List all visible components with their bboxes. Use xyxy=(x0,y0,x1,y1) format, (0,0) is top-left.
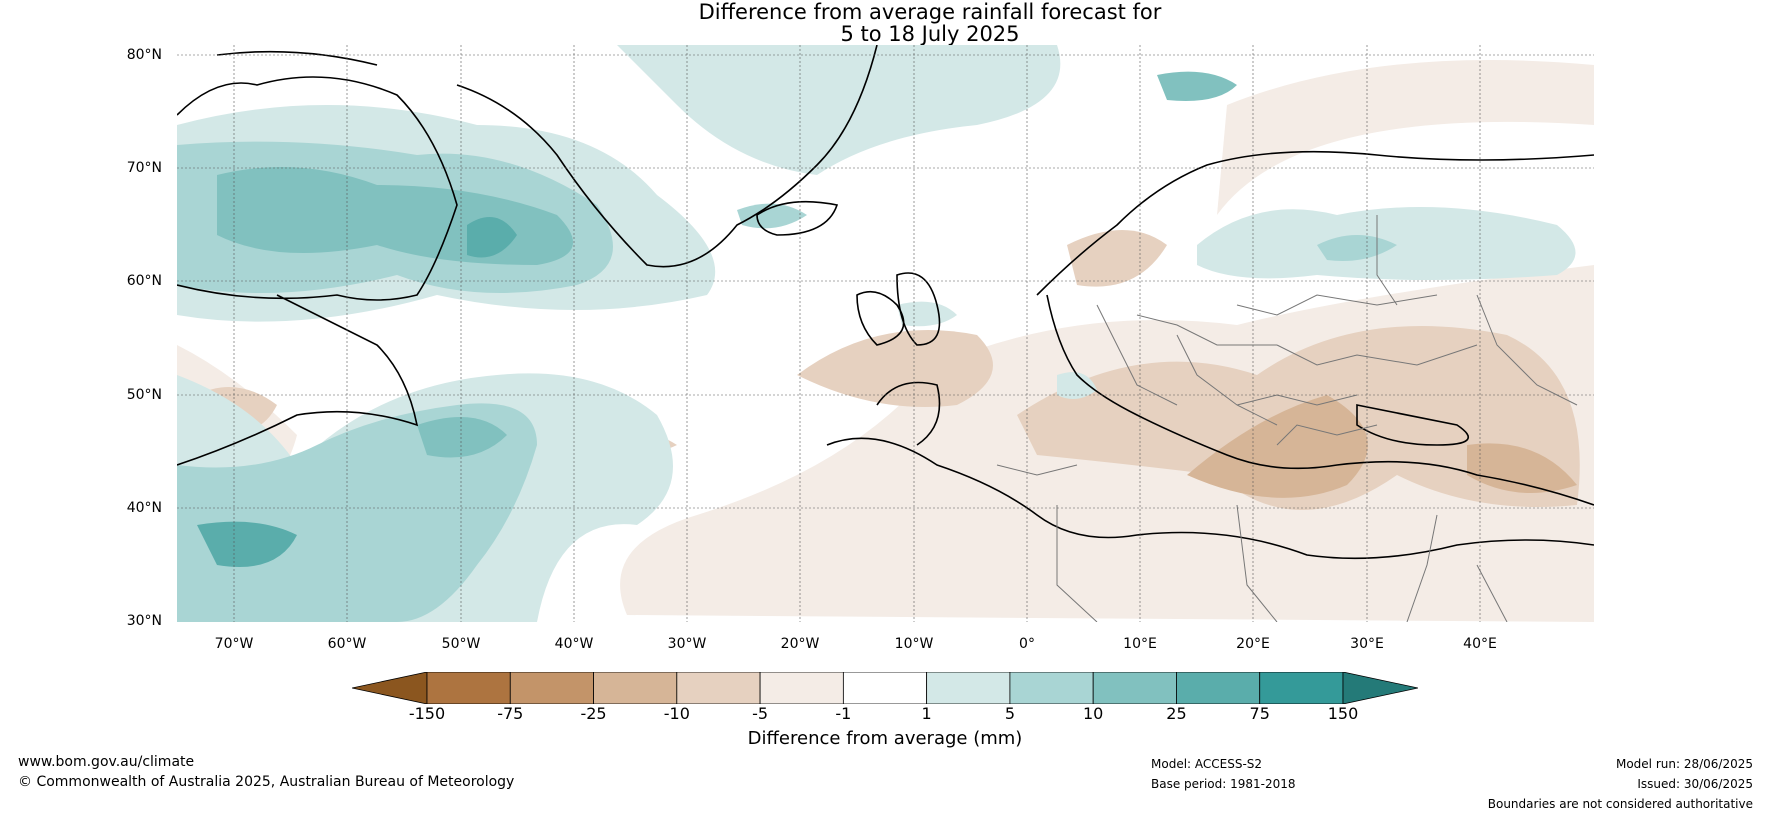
lon-label-0: 0° xyxy=(1019,636,1035,652)
colorbar-segment xyxy=(426,672,511,704)
footer-model: Model: ACCESS-S2 xyxy=(1151,757,1263,771)
wet-anomaly-regions xyxy=(177,45,1576,622)
colorbar-tick-label: 5 xyxy=(1004,704,1015,723)
colorbar-label-text: Difference from average (mm) xyxy=(747,728,1023,749)
map-title-line-2: 5 to 18 July 2025 xyxy=(840,22,1020,46)
colorbar-tick-label: -25 xyxy=(580,704,607,723)
colorbar-tick-label: 1 xyxy=(921,704,932,723)
colorbar-tick-label: -75 xyxy=(497,704,524,723)
colorbar-tick-label: 25 xyxy=(1166,704,1187,723)
colorbar-tick-label: -150 xyxy=(408,704,446,723)
colorbar-tick-label: 75 xyxy=(1249,704,1270,723)
lon-label-30w: 30°W xyxy=(667,636,707,652)
footer-issued: Issued: 30/06/2025 xyxy=(1637,777,1753,791)
lon-label-70w: 70°W xyxy=(214,636,254,652)
colorbar-segment xyxy=(593,672,678,704)
lon-label-20w: 20°W xyxy=(780,636,820,652)
lon-label-10e: 10°E xyxy=(1123,636,1157,652)
footer-model-run: Model run: 28/06/2025 xyxy=(1615,757,1753,771)
lon-label-30e: 30°E xyxy=(1350,636,1384,652)
coastlines xyxy=(177,45,1594,560)
lon-label-50w: 50°W xyxy=(441,636,481,652)
colorbar-legend xyxy=(352,672,1418,704)
colorbar-tick-label: -10 xyxy=(663,704,690,723)
footer-copyright: © Commonwealth of Australia 2025, Austra… xyxy=(18,774,515,790)
colorbar-segment xyxy=(509,672,594,704)
map-title-line-1: Difference from average rainfall forecas… xyxy=(698,0,1162,24)
colorbar-segment xyxy=(1259,672,1344,704)
lat-label-80n: 80°N xyxy=(126,47,162,63)
country-borders xyxy=(996,215,1578,622)
lon-label-40e: 40°E xyxy=(1463,636,1497,652)
rainfall-anomaly-map xyxy=(177,45,1594,622)
footer-disclaimer: Boundaries are not considered authoritat… xyxy=(1487,797,1753,811)
colorbar-segment xyxy=(1092,672,1177,704)
lat-label-70n: 70°N xyxy=(126,160,162,176)
lat-label-60n: 60°N xyxy=(126,273,162,289)
footer-base-period: Base period: 1981-2018 xyxy=(1151,777,1296,791)
lat-label-50n: 50°N xyxy=(126,387,162,403)
colorbar-segment xyxy=(926,672,1011,704)
graticule xyxy=(177,45,1594,622)
colorbar-tick-label: 150 xyxy=(1327,704,1359,723)
colorbar-segment xyxy=(1009,672,1094,704)
lat-label-40n: 40°N xyxy=(126,500,162,516)
colorbar-segment xyxy=(1176,672,1261,704)
colorbar-segment xyxy=(842,672,928,704)
lat-label-30n: 30°N xyxy=(126,613,162,629)
lon-label-40w: 40°W xyxy=(554,636,594,652)
lon-label-60w: 60°W xyxy=(327,636,367,652)
colorbar-extension-high xyxy=(1342,672,1418,704)
colorbar-tick-label: -1 xyxy=(835,704,852,723)
colorbar-extension-low xyxy=(352,672,428,704)
footer-website: www.bom.gov.au/climate xyxy=(18,754,195,770)
colorbar-tick-label: 10 xyxy=(1082,704,1104,723)
colorbar-segment xyxy=(676,672,761,704)
lon-label-20e: 20°E xyxy=(1236,636,1270,652)
lon-label-10w: 10°W xyxy=(894,636,934,652)
colorbar-segments xyxy=(352,672,1418,704)
colorbar-label: Difference from average (mm) xyxy=(0,728,1770,749)
colorbar-tick-label: -5 xyxy=(752,704,769,723)
colorbar-segment xyxy=(759,672,844,704)
